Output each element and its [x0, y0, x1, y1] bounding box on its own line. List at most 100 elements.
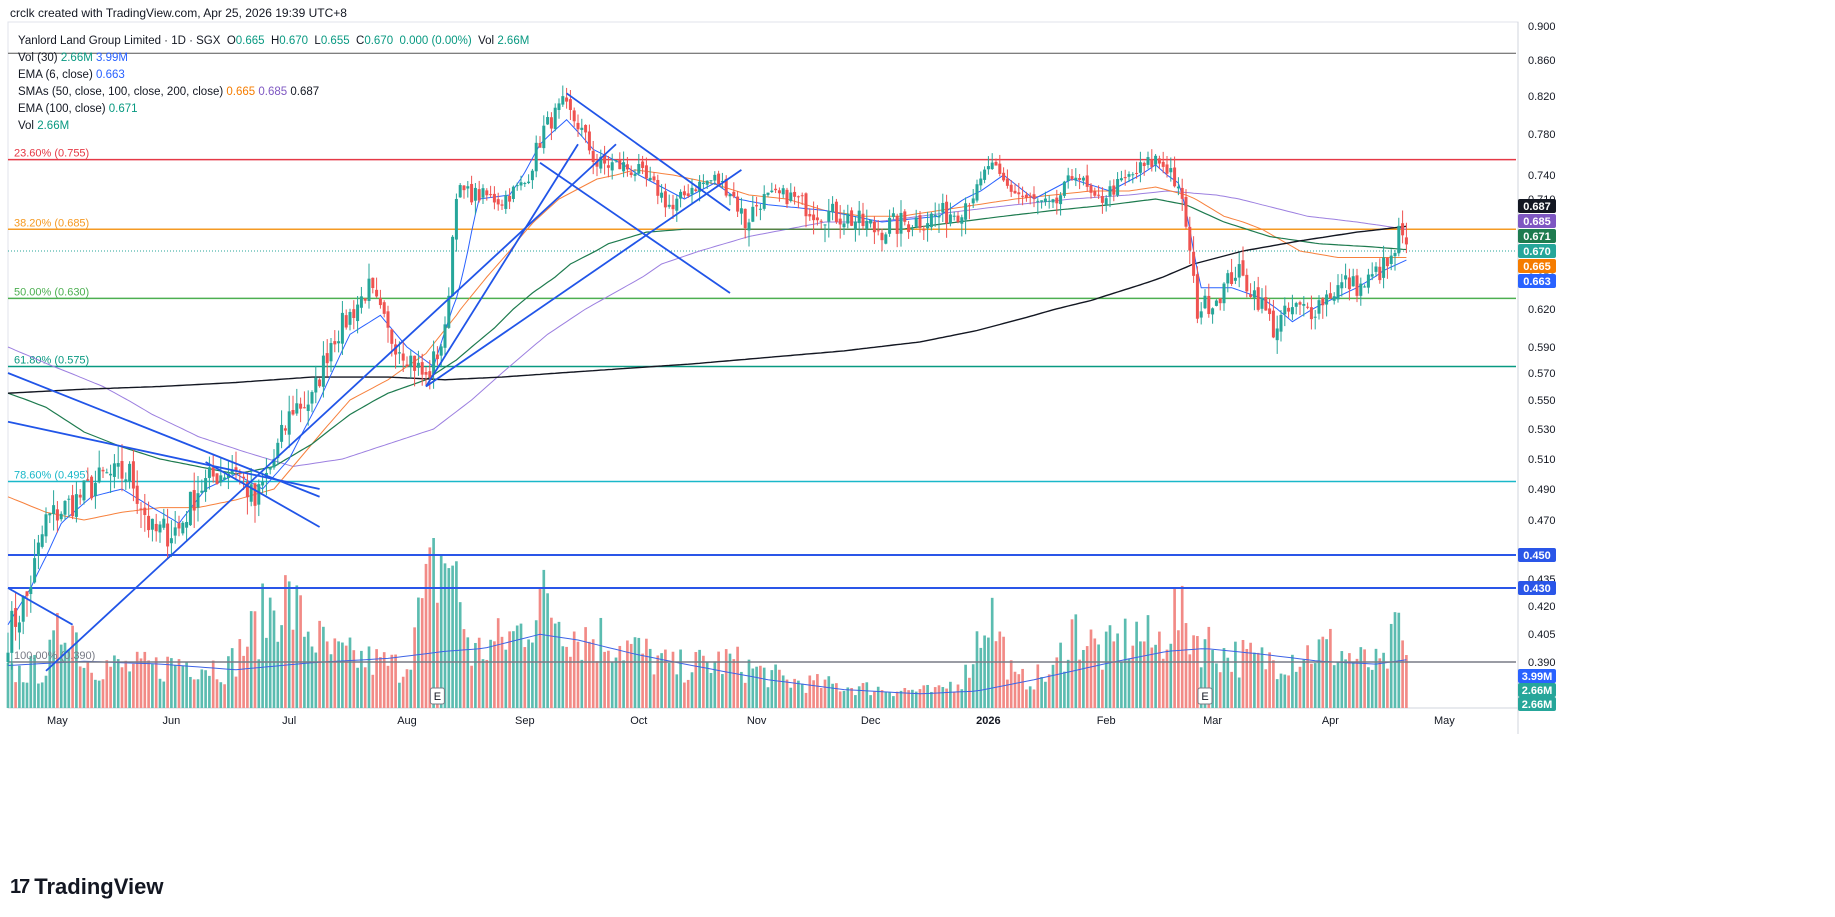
volume-bar	[386, 665, 390, 708]
candle-body	[686, 193, 690, 197]
candle-body	[1340, 282, 1344, 289]
candle-body	[831, 203, 835, 213]
volume-bar	[721, 674, 724, 708]
volume-bar	[515, 625, 519, 708]
volume-bar	[253, 611, 257, 708]
volume-bar	[265, 637, 268, 708]
volume-bar	[352, 650, 356, 708]
candle-body	[257, 484, 261, 505]
candle-body	[1347, 277, 1351, 290]
volume-bar	[637, 637, 641, 708]
volume-bar	[1321, 636, 1325, 708]
vol-legend-row[interactable]: Vol 2.66M	[18, 118, 529, 135]
candle-body	[713, 174, 717, 181]
volume-bar	[1302, 659, 1306, 708]
volume-bar	[914, 691, 918, 708]
volume-bar	[1085, 646, 1089, 708]
fib-retracement[interactable]: 23.60% (0.755) 38.20% (0.685) 50.00% (0.63…	[8, 52, 1516, 663]
volume-bar	[181, 665, 185, 708]
candle-body	[291, 409, 295, 415]
tradingview-logo-icon: 17	[10, 875, 30, 898]
volume-bar	[595, 661, 599, 708]
price-axis[interactable]: 0.9000.8600.8200.7800.7400.7100.6900.670…	[1528, 21, 1556, 669]
candle-body	[352, 309, 356, 319]
ema100-legend-row[interactable]: EMA (100, close) 0.671	[18, 101, 529, 118]
volume-bar	[1082, 649, 1085, 708]
candle-body	[177, 523, 181, 529]
candle-body	[1127, 174, 1131, 177]
candle-body	[781, 188, 785, 195]
volume-bar	[527, 639, 530, 708]
candle-body	[1112, 185, 1116, 195]
candle-body	[420, 362, 424, 375]
volume-bar	[1241, 639, 1245, 708]
candle-body	[1119, 178, 1123, 181]
candle-body	[770, 190, 774, 193]
candle-body	[891, 213, 895, 217]
candle-body	[1325, 294, 1329, 305]
volume-bar	[447, 568, 451, 708]
candle-body	[29, 586, 33, 595]
candle-body	[907, 224, 911, 233]
candle-body	[200, 490, 204, 493]
time-axis[interactable]: May Jun Jul Aug Sep Oct Nov Dec 2026 Feb Mar Apr May	[47, 715, 1455, 727]
tradingview-branding[interactable]: 17 TradingView	[10, 874, 163, 900]
volume-bar	[1032, 689, 1036, 708]
ema6-legend-row[interactable]: EMA (6, close) 0.663	[18, 67, 529, 84]
candle-body	[97, 467, 101, 483]
candle-body	[732, 191, 736, 197]
candle-body	[371, 277, 375, 288]
candle-body	[698, 181, 702, 192]
volume-bar	[310, 646, 314, 708]
vol30-legend-row[interactable]: Vol (30) 2.66M 3.99M	[18, 50, 529, 67]
volume-bar	[846, 687, 850, 708]
volume-bar	[1063, 671, 1066, 708]
smas-legend-row[interactable]: SMAs (50, close, 100, close, 200, close)…	[18, 84, 529, 101]
time-tick-label: Jul	[282, 715, 296, 727]
volume-bar	[865, 682, 869, 708]
candle-body	[960, 217, 964, 224]
candle-body	[667, 204, 671, 207]
candle-body	[1214, 300, 1218, 306]
candle-body	[143, 507, 147, 515]
price-tick-label: 0.620	[1528, 304, 1556, 316]
volume-bar	[37, 683, 40, 708]
candle-body	[789, 192, 793, 201]
volume-bar	[1325, 639, 1328, 708]
volume-bar	[52, 630, 55, 708]
volume-bar	[1177, 630, 1180, 708]
candle-body	[1097, 194, 1101, 196]
candle-body	[344, 315, 348, 328]
volume-bar	[572, 631, 576, 708]
candle-body	[1192, 251, 1196, 276]
candle-body	[1093, 191, 1097, 196]
candle-body	[1089, 185, 1093, 193]
candle-body	[40, 534, 44, 547]
volume-bar	[724, 649, 728, 708]
volume-bar	[382, 652, 386, 708]
volume-bar	[458, 602, 462, 708]
symbol-legend-row[interactable]: Yanlord Land Group Limited · 1D · SGX O0…	[18, 33, 529, 50]
volume-bar	[436, 602, 439, 708]
volume-bar	[964, 664, 967, 708]
volume-bar	[717, 651, 720, 708]
volume-bar	[800, 683, 804, 708]
volume-bar	[455, 561, 458, 708]
candle-body	[1059, 195, 1063, 205]
price-tick-label: 0.900	[1528, 21, 1556, 33]
candle-body	[679, 191, 683, 199]
candle-body	[1123, 177, 1127, 179]
candle-body	[314, 377, 318, 393]
candle-body	[485, 190, 489, 196]
volume-badge	[1518, 669, 1556, 683]
volume-bar	[200, 669, 204, 708]
volume-bar	[808, 675, 812, 708]
candle-body	[318, 379, 322, 387]
volume-bar	[645, 638, 648, 708]
volume-bar	[1036, 664, 1040, 708]
candle-body	[1393, 252, 1397, 257]
volume-bar	[812, 680, 815, 708]
volume-bar	[1127, 658, 1131, 708]
